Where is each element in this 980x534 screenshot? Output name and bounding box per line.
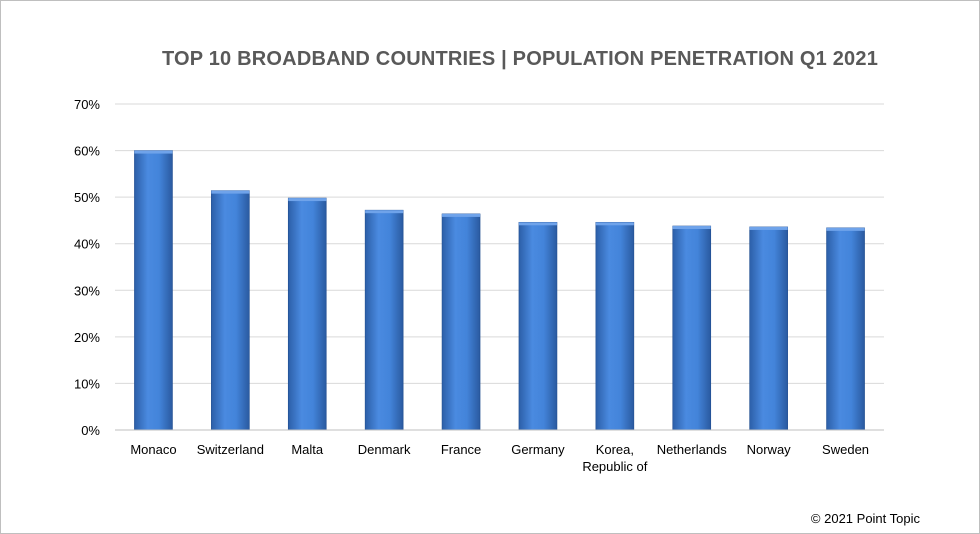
x-tick-label: Germany (511, 442, 565, 457)
bar-sweden (826, 227, 865, 431)
x-tick-label: France (441, 442, 481, 457)
bar-denmark (364, 209, 404, 431)
y-axis-ticks: 0% 10% 20% 30% 40% 50% 60% 70% (74, 97, 100, 438)
bar-korea-republic-of (595, 221, 635, 431)
x-tick-label: Norway (747, 442, 792, 457)
y-tick-label: 10% (74, 376, 100, 391)
chart-title: TOP 10 BROADBAND COUNTRIES | POPULATION … (161, 48, 879, 70)
bar-norway (749, 226, 788, 431)
x-tick-label: Sweden (822, 442, 869, 457)
y-tick-label: 20% (74, 330, 100, 345)
bar-top-highlight (442, 213, 481, 217)
x-tick-label: Republic of (582, 459, 647, 474)
bar-top-highlight (365, 210, 404, 214)
bar-germany (518, 221, 558, 431)
bar-top-highlight (672, 226, 711, 230)
x-tick-label: Netherlands (657, 442, 728, 457)
x-tick-label: Korea, (596, 442, 634, 457)
y-tick-label: 0% (81, 423, 100, 438)
y-tick-label: 30% (74, 283, 100, 298)
bar-monaco (134, 150, 173, 431)
y-tick-label: 50% (74, 190, 100, 205)
copyright-notice: © 2021 Point Topic (810, 511, 920, 526)
y-tick-label: 70% (74, 97, 100, 112)
y-tick-label: 60% (74, 144, 100, 159)
bar-top-highlight (134, 150, 173, 154)
x-tick-label: Switzerland (197, 442, 264, 457)
bar-top-highlight (826, 227, 865, 231)
x-axis-labels: Monaco Switzerland Malta Denmark France Germa… (130, 442, 869, 474)
bar-top-highlight (749, 226, 788, 230)
bar-top-highlight (518, 222, 557, 226)
bar-netherlands (672, 225, 712, 431)
bar-top-highlight (595, 222, 634, 226)
bar-malta (287, 197, 327, 431)
bar-top-highlight (211, 190, 250, 194)
x-tick-label: Denmark (358, 442, 411, 457)
bar-france (441, 213, 481, 431)
y-tick-label: 40% (74, 237, 100, 252)
bar-switzerland (211, 190, 250, 431)
bar-top-highlight (288, 198, 327, 202)
x-tick-label: Malta (291, 442, 324, 457)
bars (134, 150, 865, 431)
x-tick-label: Monaco (130, 442, 176, 457)
